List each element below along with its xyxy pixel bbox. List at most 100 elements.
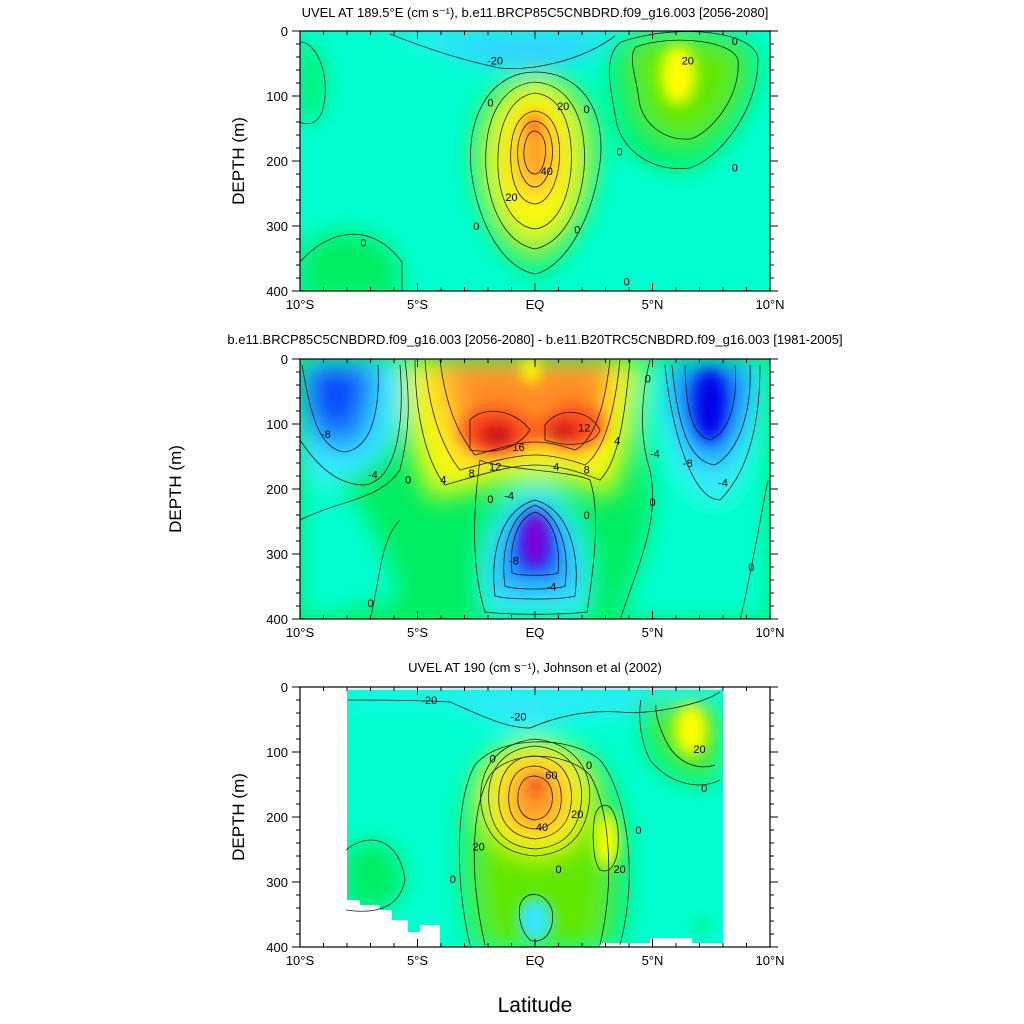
x-tick-label: 5°S — [407, 297, 428, 312]
contour-label: 20 — [472, 841, 484, 853]
contour-label: -4 — [718, 478, 728, 490]
contour-label: 40 — [541, 166, 553, 178]
panel-3-title: UVEL AT 190 (cm s⁻¹), Johnson et al (200… — [408, 660, 662, 675]
contour-label: -8 — [321, 429, 331, 441]
panel-2-field — [300, 359, 770, 619]
contour-label: 0 — [490, 754, 496, 766]
x-tick-label: 10°S — [286, 953, 315, 968]
contour-label: 0 — [617, 146, 623, 158]
contour-label: 0 — [450, 874, 456, 886]
contour-label: 0 — [586, 760, 592, 772]
panel-2-y-axis-title: DEPTH (m) — [166, 445, 185, 533]
x-axis-title: Latitude — [498, 994, 573, 1017]
y-tick-label: 200 — [266, 810, 288, 825]
panel-2-contour-labels: -8 0 12 4 16 12 8 4 8 4 -4 0 -4 -8 -4 0 … — [321, 374, 754, 610]
panel-1-y-axis-title: DEPTH (m) — [229, 117, 248, 205]
contour-label: 0 — [649, 497, 655, 509]
contour-label: -20 — [511, 711, 527, 723]
x-tick-label: EQ — [526, 953, 545, 968]
contour-label: 0 — [732, 36, 738, 48]
y-tick-label: 200 — [266, 154, 288, 169]
contour-label: 8 — [584, 465, 590, 477]
panel-3-y-axis-title: DEPTH (m) — [229, 773, 248, 861]
y-tick-label: 100 — [266, 89, 288, 104]
contour-label: 20 — [613, 864, 625, 876]
contour-label: 12 — [489, 461, 501, 473]
contour-label: 4 — [440, 474, 446, 486]
y-tick-label: 400 — [266, 612, 288, 627]
contour-label: -4 — [368, 470, 378, 482]
y-tick-label: 300 — [266, 875, 288, 890]
contour-label: 20 — [682, 55, 694, 67]
x-tick-label: 5°N — [642, 625, 664, 640]
x-tick-label: 10°S — [286, 297, 315, 312]
panel-1-title: UVEL AT 189.5°E (cm s⁻¹), b.e11.BRCP85C5… — [302, 5, 769, 20]
contour-label: 0 — [624, 276, 630, 288]
x-tick-label: 5°N — [642, 953, 664, 968]
contour-label: 12 — [578, 422, 590, 434]
contour-label: 0 — [645, 374, 651, 386]
contour-label: 0 — [487, 494, 493, 506]
y-tick-label: 0 — [281, 680, 288, 695]
contour-label: -4 — [547, 582, 557, 594]
contour-label: 0 — [555, 864, 561, 876]
x-tick-label: EQ — [526, 297, 545, 312]
y-tick-label: 200 — [266, 482, 288, 497]
y-tick-label: 100 — [266, 745, 288, 760]
y-tick-label: 0 — [281, 24, 288, 39]
y-tick-label: 100 — [266, 417, 288, 432]
contour-label: 0 — [473, 221, 479, 233]
contour-label: -4 — [650, 448, 660, 460]
contour-label: 60 — [545, 770, 557, 782]
y-tick-label: 400 — [266, 284, 288, 299]
contour-label: 0 — [584, 510, 590, 522]
contour-label: 20 — [557, 101, 569, 113]
contour-label: 16 — [512, 442, 524, 454]
contour-label: 20 — [693, 744, 705, 756]
y-tick-label: 300 — [266, 547, 288, 562]
contour-label: -20 — [421, 695, 437, 707]
panel-1-field — [300, 31, 770, 291]
contour-label: 0 — [748, 562, 754, 574]
contour-label: 0 — [584, 104, 590, 116]
panel-2-title: b.e11.BRCP85C5CNBDRD.f09_g16.003 [2056-2… — [227, 332, 842, 347]
x-tick-label: EQ — [526, 625, 545, 640]
x-tick-label: 5°S — [407, 953, 428, 968]
contour-label: 0 — [487, 98, 493, 110]
contour-label: 0 — [701, 783, 707, 795]
contour-label: 0 — [405, 474, 411, 486]
y-tick-label: 400 — [266, 940, 288, 955]
contour-label: -8 — [509, 556, 519, 568]
panel-3: UVEL AT 190 (cm s⁻¹), Johnson et al (200… — [229, 660, 785, 968]
contour-label: 4 — [614, 435, 620, 447]
contour-label: -20 — [487, 55, 503, 67]
contour-label: 8 — [468, 468, 474, 480]
contour-label: 0 — [360, 237, 366, 249]
panel-3-field — [300, 687, 770, 947]
contour-label: 40 — [536, 822, 548, 834]
panel-1-contour-labels: -20 20 0 0 20 0 0 40 20 0 0 0 0 0 — [360, 36, 738, 288]
panel-3-contour-labels: -20 -20 20 0 60 0 0 20 40 0 20 0 20 0 — [421, 695, 707, 886]
contour-label: 0 — [635, 825, 641, 837]
panel-1: UVEL AT 189.5°E (cm s⁻¹), b.e11.BRCP85C5… — [229, 5, 785, 312]
y-tick-label: 300 — [266, 219, 288, 234]
contour-label: -8 — [683, 458, 693, 470]
contour-label: 0 — [574, 224, 580, 236]
x-tick-label: 5°S — [407, 625, 428, 640]
contour-label: 20 — [571, 809, 583, 821]
x-tick-label: 10°N — [755, 625, 784, 640]
contour-label: 4 — [553, 461, 559, 473]
x-tick-label: 10°N — [755, 297, 784, 312]
contour-label: 0 — [732, 163, 738, 175]
x-tick-label: 10°N — [755, 953, 784, 968]
y-tick-label: 0 — [281, 352, 288, 367]
x-tick-label: 5°N — [642, 297, 664, 312]
contour-label: 0 — [367, 598, 373, 610]
x-tick-label: 10°S — [286, 625, 315, 640]
contour-label: -4 — [504, 491, 514, 503]
contour-label: 20 — [505, 192, 517, 204]
